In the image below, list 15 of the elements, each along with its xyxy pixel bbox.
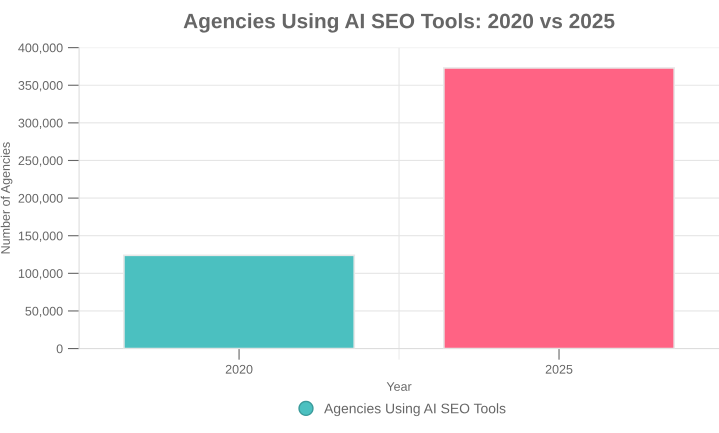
y-tick-label: 100,000 [18,269,63,280]
y-tick-label: 300,000 [18,118,63,129]
y-tick-label: 150,000 [18,232,63,242]
y-axis-title: Number of Agencies [0,142,12,254]
x-tick-label: 2020 [226,364,252,374]
chart-title: Agencies Using AI SEO Tools: 2020 vs 2025 [184,13,614,33]
y-tick-label: 0 [56,344,63,354]
x-axis-title: Year [386,382,412,391]
y-tick-label: 50,000 [25,306,63,318]
y-tick-label: 400,000 [18,43,63,54]
y-tick-label: 250,000 [18,156,63,167]
y-tick-label: 200,000 [18,194,63,204]
y-tick-label: 350,000 [18,81,63,92]
x-tick-label: 2025 [546,364,572,374]
legend-label: Agencies Using AI SEO Tools [324,403,506,416]
